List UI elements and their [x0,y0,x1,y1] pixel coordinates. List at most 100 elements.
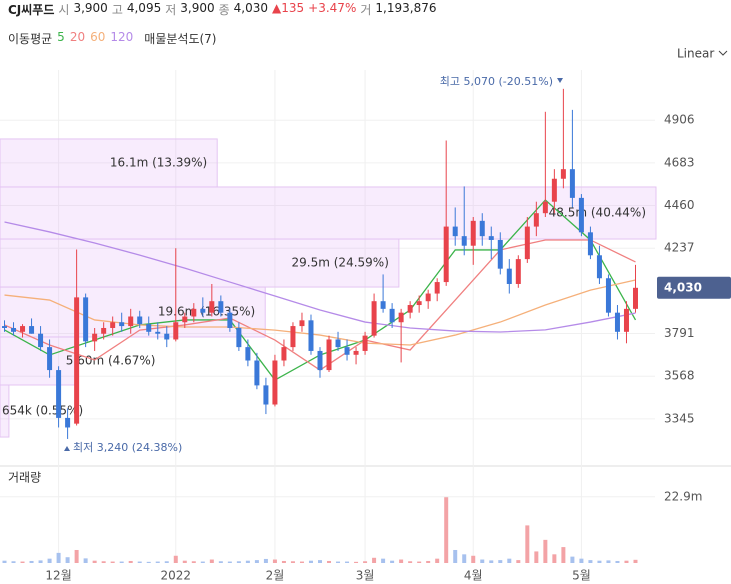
volume-bar [345,561,350,563]
volume-bar [38,560,43,563]
candle-body [551,178,557,202]
volume-bar [516,560,521,563]
volume-bar [327,560,332,563]
volume-bar [336,561,341,563]
ma-title[interactable]: 이동평균 [8,32,53,46]
volume-bar [20,561,25,563]
candle-body [74,297,80,424]
volume-tick-label: 22.9m [664,489,702,503]
volume-bar [281,560,286,563]
candle-body [146,324,152,332]
profile-bar [0,336,77,386]
volume-bar [74,549,79,563]
scale-mode[interactable]: Linear [677,47,714,61]
volume-bar [435,558,440,563]
volume-bar [2,560,7,563]
volume-bar [507,558,512,563]
change-pct: +3.47% [308,1,357,15]
volume-bar [453,549,458,563]
candle-body [155,331,161,334]
ma-name: 5 [57,30,65,44]
candle-body [20,326,26,332]
volume-bar [381,558,386,563]
quote-label: 종 [218,3,230,17]
volume-today: 1,193,876 [375,1,437,15]
x-tick-label: 3월 [356,569,375,583]
candle-body [137,316,143,325]
candle-body [164,333,170,340]
x-tick-label: 5월 [572,569,591,583]
ma-name: 120 [110,30,134,44]
candle-body [470,220,476,246]
volume-bar [227,561,232,563]
candle-body [47,347,53,371]
candle-body [290,326,296,348]
legend: 이동평균 5 20 60 120 매물분석도(7) [8,30,216,47]
volume-bar [182,560,187,563]
candle-body [434,282,440,294]
candle-body [605,278,611,313]
volume-bar [471,555,476,563]
candle-body [479,220,485,237]
volume-bar [65,557,70,563]
candle-body [443,226,449,283]
quote-label: 고 [111,3,123,17]
volume-bar [101,561,106,563]
volume-bar [146,561,151,563]
quote-label: 저 [165,3,177,17]
volume-bar [318,560,322,563]
ma-name: 20 [69,30,86,44]
y-tick-label: 3791 [664,326,695,340]
low-label: 최저 3,240 (24.38%) [73,441,182,454]
profile-label: 5.60m (4.67%) [66,353,156,367]
volume-bar [624,560,629,563]
volume-bar [29,560,34,563]
candle-body [335,339,341,348]
profile-title[interactable]: 매물분석도(7) [144,32,217,46]
candle-body [596,255,602,279]
quotes: 시 3,900 고 4,095 저 3,900 종 4,030 [58,1,268,18]
profile-label: 48.5m (40.44%) [549,205,646,219]
candle-body [299,320,305,327]
x-tick-label: 12월 [45,569,71,583]
y-tick-label: 4237 [664,241,695,255]
profile-label: 16.1m (13.39%) [110,155,207,169]
volume-bar [164,561,169,563]
y-tick-label: 4906 [664,113,695,127]
volume-bar [372,557,377,563]
candle-body [182,316,188,323]
candle-body [515,259,521,284]
candle-body [353,350,359,355]
volume-bar [408,561,413,563]
profile-label: 19.6m (16.35%) [158,305,255,319]
candle-body [587,232,593,256]
candle-body [83,297,89,342]
header: CJ씨푸드 시 3,900 고 4,095 저 3,900 종 4,030 ▲135 +3.4… [8,1,436,18]
candle-body [29,326,35,334]
last-price-label: 4,030 [664,280,702,294]
volume-bar [200,561,205,563]
candle-body [371,301,377,336]
candle-body [461,236,467,246]
volume-bar [615,560,620,563]
candle-body [623,308,629,332]
candle-body [2,326,8,328]
candle-body [254,360,260,386]
candle-body [488,236,494,240]
volume-bar [570,556,575,563]
x-tick-label: 4월 [464,569,483,583]
volume-bar [588,560,593,563]
candle-body [173,322,179,340]
candle-body [200,308,206,313]
candle-body [569,169,575,198]
chevron[interactable] [718,50,728,56]
candle-body [245,347,251,361]
candle-body [128,316,134,327]
volume-bar [11,561,16,563]
volume-bar [128,560,133,563]
change-value: 135 [281,1,305,15]
candle-body [632,287,638,309]
volume-bar [534,551,539,563]
volume-bar [308,560,313,563]
